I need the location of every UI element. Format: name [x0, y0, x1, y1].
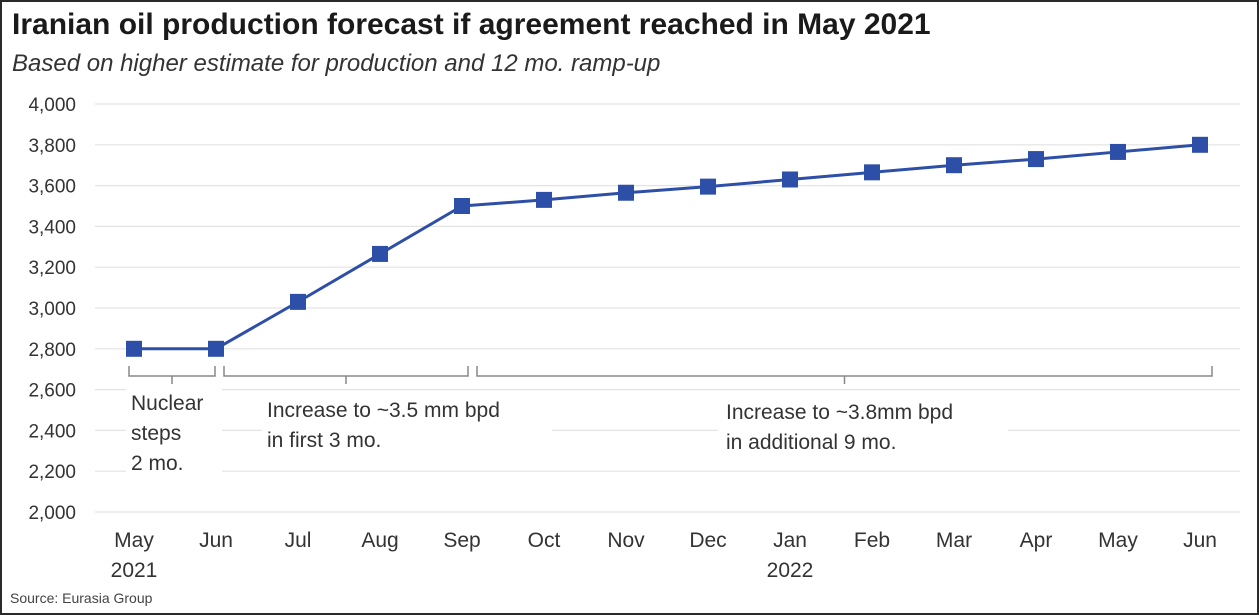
annotation-bracket	[128, 366, 216, 384]
y-tick-label: 3,600	[28, 177, 76, 198]
y-tick-label: 2,000	[28, 503, 76, 524]
y-tick-label: 3,400	[28, 217, 76, 238]
x-tick-year-label: 2022	[767, 559, 814, 582]
x-tick-label: Jun	[199, 529, 233, 552]
y-tick-label: 4,000	[28, 95, 76, 116]
x-tick-label: Sep	[443, 529, 480, 552]
data-point	[782, 171, 798, 188]
y-tick-label: 2,400	[28, 421, 76, 442]
annotation-bracket	[476, 366, 1213, 384]
data-point	[864, 164, 880, 181]
y-tick-label: 3,200	[28, 258, 76, 279]
annotation-text: in additional 9 mo.	[726, 431, 896, 454]
x-tick-label: May	[114, 529, 154, 552]
x-tick-label: Jun	[1183, 529, 1217, 552]
annotation-text: Nuclear	[131, 392, 203, 415]
data-point	[1192, 136, 1208, 153]
x-tick-label: Jan	[773, 529, 807, 552]
annotation-text: in first 3 mo.	[267, 429, 381, 452]
x-tick-label: Nov	[607, 529, 645, 552]
data-point	[536, 191, 552, 208]
y-tick-label: 3,000	[28, 299, 76, 320]
x-tick-label: Aug	[361, 529, 398, 552]
y-tick-label: 3,800	[28, 136, 76, 157]
annotation-background	[126, 388, 222, 480]
series-line	[134, 143, 1201, 351]
annotation-bracket	[223, 366, 469, 384]
y-tick-label: 2,200	[28, 462, 76, 483]
data-point	[618, 184, 634, 201]
data-point	[290, 293, 306, 310]
x-tick-label: Jul	[285, 529, 312, 552]
chart-subtitle: Based on higher estimate for production …	[12, 50, 661, 77]
x-tick-label: May	[1098, 529, 1138, 552]
data-point	[372, 245, 388, 262]
x-tick-year-label: 2021	[111, 559, 158, 582]
chart-title: Iranian oil production forecast if agree…	[12, 8, 931, 41]
x-tick-label: Oct	[528, 529, 561, 552]
source-note: Source: Eurasia Group	[10, 590, 153, 606]
data-point	[454, 198, 470, 214]
annotation-background	[718, 395, 1008, 459]
annotation-text: 2 mo.	[131, 452, 184, 475]
x-tick-label: Dec	[689, 529, 726, 552]
data-point	[1028, 151, 1044, 168]
data-point	[126, 340, 142, 357]
data-point	[208, 340, 224, 357]
annotation-background	[262, 393, 552, 457]
y-tick-label: 2,600	[28, 381, 76, 402]
data-point	[1110, 143, 1126, 160]
data-point	[700, 178, 716, 195]
annotation-text: steps	[131, 422, 181, 445]
x-tick-label: Mar	[936, 529, 972, 552]
data-point	[946, 157, 962, 174]
x-tick-label: Apr	[1020, 529, 1053, 552]
y-tick-label: 2,800	[28, 340, 76, 361]
x-tick-label: Feb	[854, 529, 890, 552]
annotation-text: Increase to ~3.5 mm bpd	[267, 399, 500, 422]
annotation-text: Increase to ~3.8mm bpd	[726, 401, 953, 424]
